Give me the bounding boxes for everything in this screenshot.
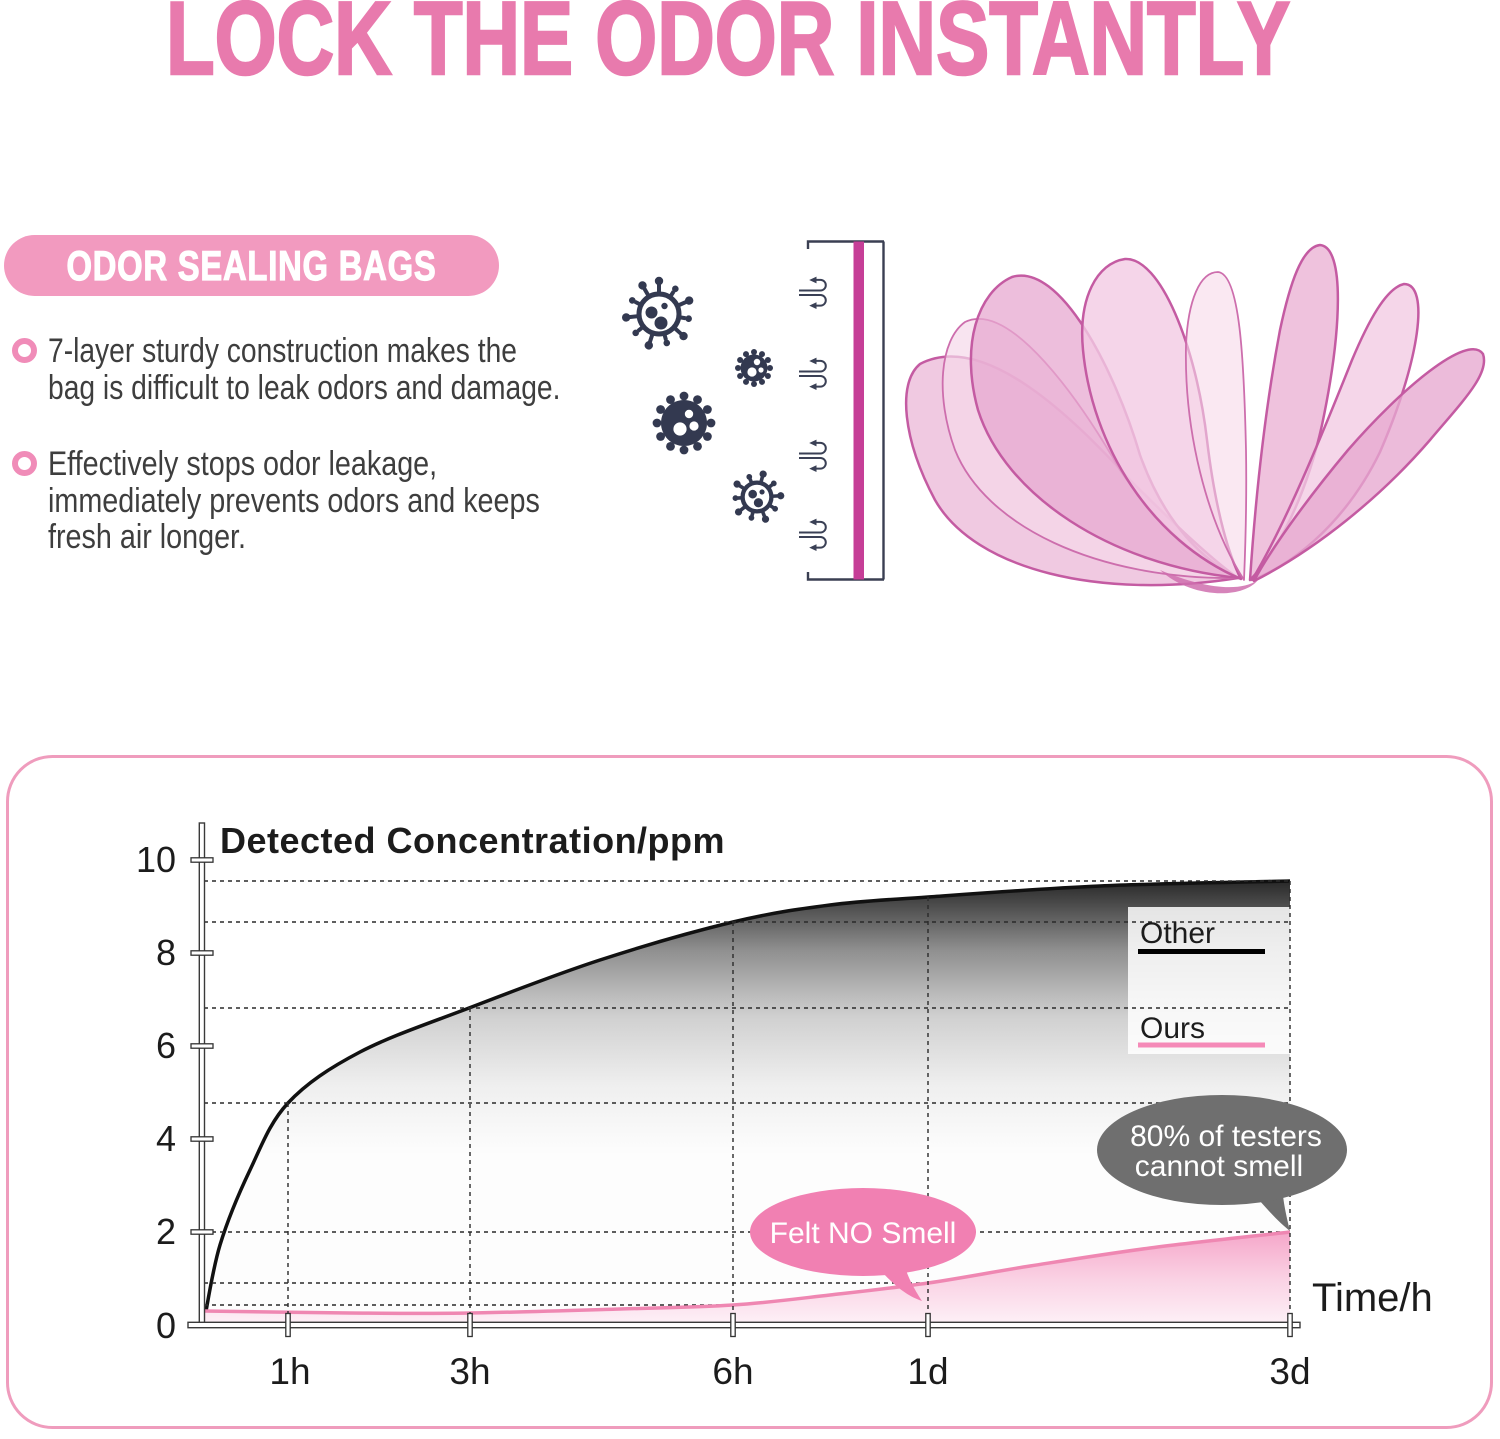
svg-text:0: 0	[156, 1305, 176, 1346]
svg-text:6: 6	[156, 1025, 176, 1066]
svg-text:80% of testers: 80% of testers	[1130, 1120, 1322, 1153]
svg-text:Felt NO Smell: Felt NO Smell	[770, 1217, 957, 1250]
svg-text:Other: Other	[1140, 917, 1215, 950]
svg-text:cannot smell: cannot smell	[1135, 1150, 1303, 1183]
svg-text:8: 8	[156, 932, 176, 973]
svg-text:10: 10	[136, 839, 176, 880]
svg-text:4: 4	[156, 1118, 176, 1159]
svg-text:1h: 1h	[269, 1351, 310, 1392]
svg-text:3d: 3d	[1269, 1351, 1310, 1392]
svg-text:Detected Concentration/ppm: Detected Concentration/ppm	[220, 820, 725, 861]
svg-text:6h: 6h	[712, 1351, 753, 1392]
svg-text:Ours: Ours	[1140, 1012, 1205, 1045]
svg-text:2: 2	[156, 1211, 176, 1252]
svg-text:3h: 3h	[449, 1351, 490, 1392]
svg-text:Time/h: Time/h	[1312, 1276, 1433, 1320]
svg-text:1d: 1d	[907, 1351, 948, 1392]
